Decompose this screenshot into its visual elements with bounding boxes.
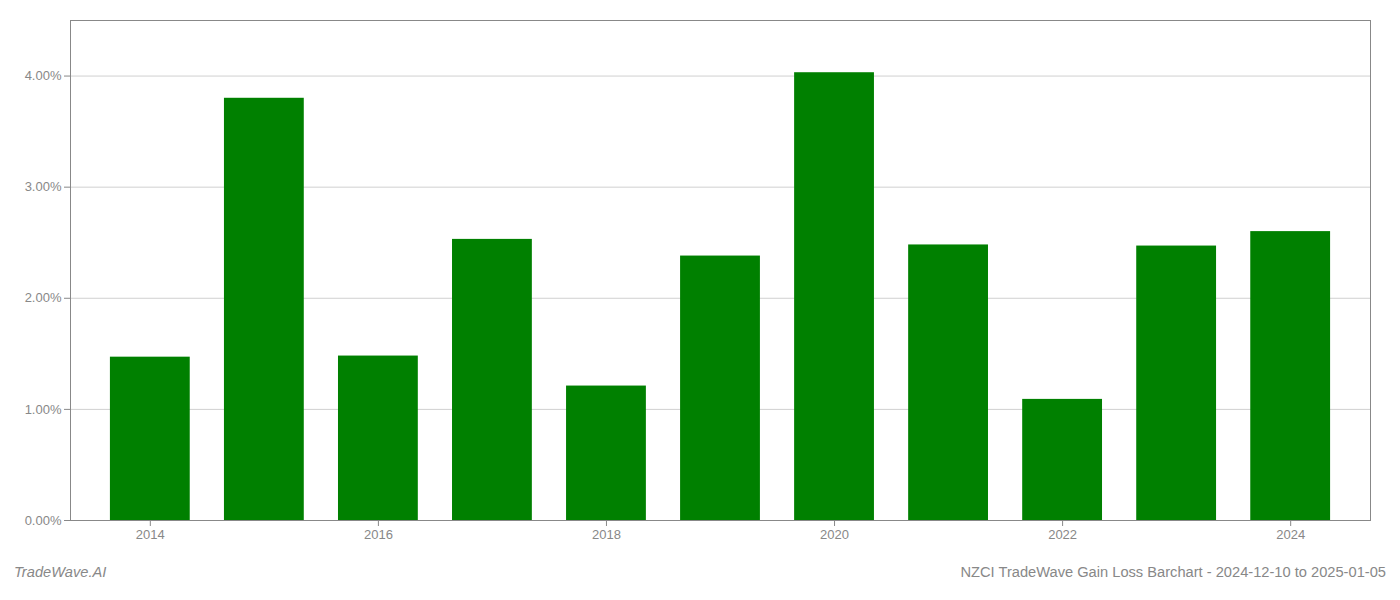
svg-text:2024: 2024 <box>1276 527 1305 542</box>
svg-text:2020: 2020 <box>820 527 849 542</box>
svg-text:2018: 2018 <box>592 527 621 542</box>
svg-text:2.00%: 2.00% <box>25 290 62 305</box>
html-text:NZCI TradeWave Gain Loss Barch: NZCI TradeWave Gain Loss Barchart - 2024… <box>960 564 1386 580</box>
svg-text:0.00%: 0.00% <box>25 513 62 528</box>
svg-text:2022: 2022 <box>1048 527 1077 542</box>
svg-text:2016: 2016 <box>364 527 393 542</box>
svg-text:1.00%: 1.00% <box>25 402 62 417</box>
html-text:TradeWave.AI: TradeWave.AI <box>14 564 107 580</box>
svg-text:2014: 2014 <box>136 527 165 542</box>
svg-text:3.00%: 3.00% <box>25 179 62 194</box>
svg-text:4.00%: 4.00% <box>25 68 62 83</box>
